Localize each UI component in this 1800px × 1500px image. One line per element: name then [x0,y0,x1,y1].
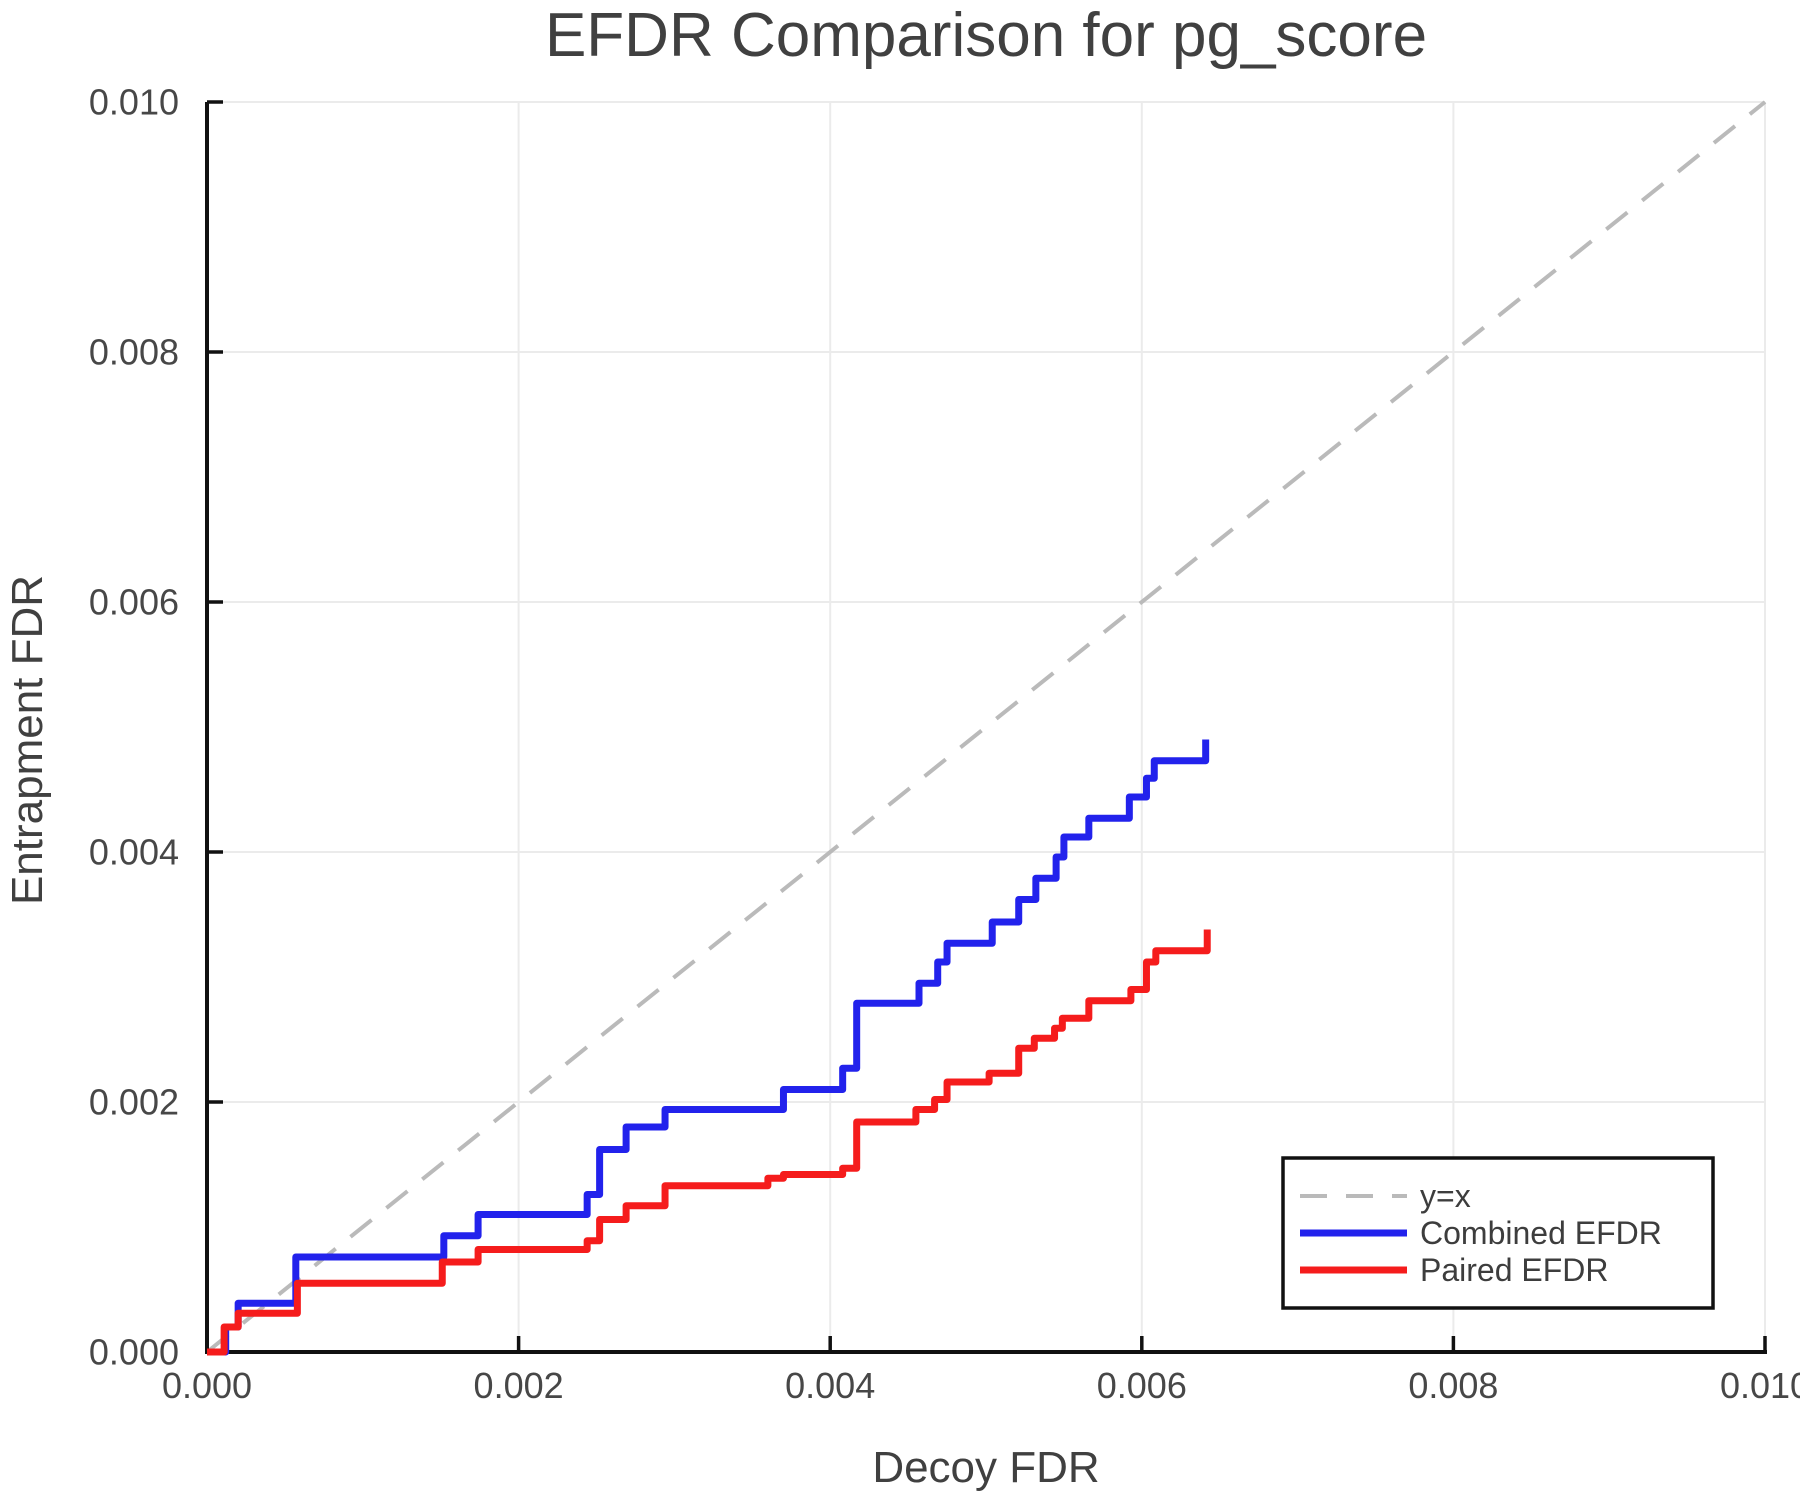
paired-efdr-line [207,929,1211,1356]
x-tick-label: 0.010 [1720,1365,1800,1406]
x-tick-label: 0.004 [785,1365,875,1406]
x-tick-label: 0.008 [1408,1365,1498,1406]
legend-label-paired-efdr: Paired EFDR [1420,1252,1609,1288]
combined-efdr-line [207,739,1210,1356]
legend-box: y=x Combined EFDR Paired EFDR [1281,1156,1715,1310]
y-tick-label: 0.006 [89,582,179,623]
y-tick-label: 0.002 [89,1082,179,1123]
chart-title: EFDR Comparison for pg_score [545,1,1427,70]
data-series-layer [207,739,1211,1356]
y-tick-label: 0.008 [89,332,179,373]
axes-spines [205,102,1767,1354]
legend-label-yx: y=x [1420,1178,1471,1214]
x-tick-label: 0.002 [474,1365,564,1406]
gridlines [207,101,1766,1352]
legend-label-combined-efdr: Combined EFDR [1420,1215,1662,1251]
y-tick-label: 0.000 [89,1332,179,1373]
y-tick-label: 0.004 [89,832,179,873]
identity-line [205,100,1767,1354]
axis-tick-labels: 0.000 0.002 0.004 0.006 0.008 0.010 0.000 0.002… [89,82,1800,1407]
x-axis-title: Decoy FDR [872,1443,1099,1492]
y-tick-label: 0.010 [89,82,179,123]
identity-line-layer [205,100,1767,1354]
y-axis-title: Entrapment FDR [3,575,52,905]
x-tick-label: 0.000 [162,1365,252,1406]
x-tick-label: 0.006 [1097,1365,1187,1406]
